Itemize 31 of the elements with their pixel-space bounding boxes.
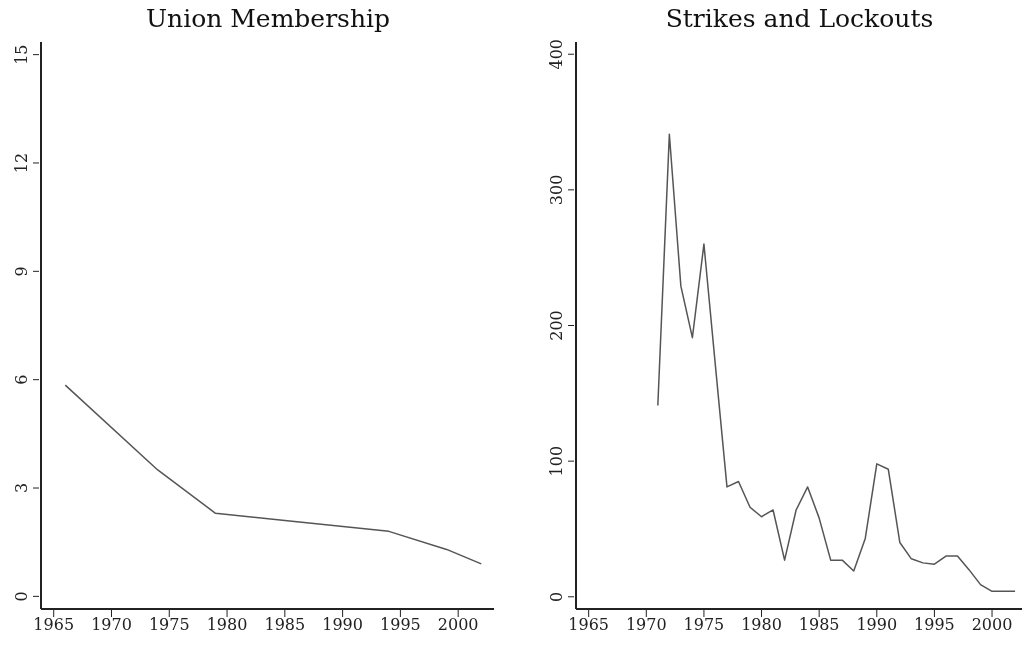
y-tick-label: 3 xyxy=(12,482,31,494)
y-tick-label: 0 xyxy=(12,591,31,602)
x-tick-label: 1980 xyxy=(741,615,782,635)
x-tick-label: 1995 xyxy=(380,615,421,635)
y-tick-label: 12 xyxy=(12,152,31,174)
x-tick-label: 1980 xyxy=(206,615,248,635)
x-tick-label: 2000 xyxy=(971,615,1013,635)
y-tick-label: 9 xyxy=(12,266,31,277)
x-tick-label: 1965 xyxy=(33,615,75,635)
x-tick-label: 1985 xyxy=(264,615,306,635)
chart-title: Strikes and Lockouts xyxy=(664,4,935,33)
y-tick-label: 15 xyxy=(12,44,31,65)
x-tick-label: 1995 xyxy=(914,615,955,635)
y-tick-label: 0 xyxy=(547,591,566,602)
x-tick-label: 1970 xyxy=(91,615,132,635)
chart-title: Union Membership xyxy=(144,4,391,33)
x-tick-label: 1990 xyxy=(856,615,898,635)
y-tick-label: 6 xyxy=(12,374,31,385)
x-tick-label: 1975 xyxy=(683,615,725,635)
x-tick-label: 1965 xyxy=(568,615,610,635)
y-tick-label: 200 xyxy=(547,310,566,341)
y-tick-label: 400 xyxy=(547,38,566,70)
x-tick-label: 1990 xyxy=(322,615,363,635)
x-tick-label: 1975 xyxy=(148,615,190,635)
line-series xyxy=(657,133,1016,593)
line-series xyxy=(64,384,483,565)
x-tick-label: 2000 xyxy=(437,615,479,635)
y-tick-label: 300 xyxy=(547,174,566,206)
y-tick-label: 100 xyxy=(547,445,566,477)
x-tick-label: 1985 xyxy=(798,615,840,635)
x-tick-label: 1970 xyxy=(625,615,667,635)
